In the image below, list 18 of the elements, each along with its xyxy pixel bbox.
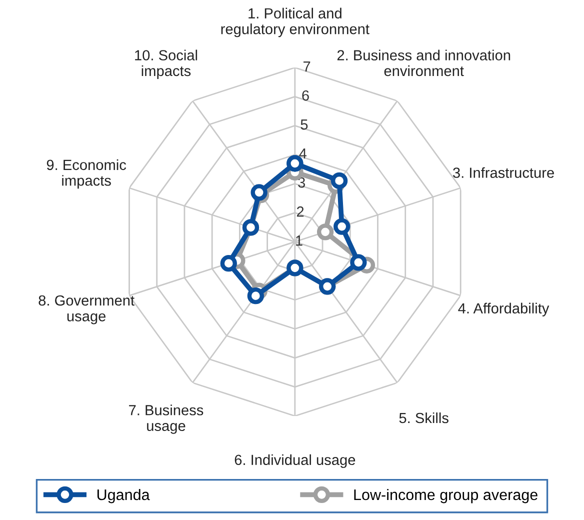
y-tick-label: 7 <box>304 62 310 72</box>
spoke-label: 2. Business and innovation environment <box>337 50 510 76</box>
y-tick-label: 4 <box>299 148 307 159</box>
y-tick-label: 1 <box>296 236 302 246</box>
spoke-label: 5. Skills <box>399 412 448 424</box>
spoke-label: 9. Economic impacts <box>46 159 126 189</box>
spoke-label: 10. Social impacts <box>135 50 198 79</box>
spoke-label: 1. Political and regulatory environment <box>221 8 370 38</box>
y-tick-label: 6 <box>302 90 309 101</box>
y-tick-label: 5 <box>300 120 308 130</box>
spoke-label: 3. Infrastructure <box>453 167 554 178</box>
spoke-label: 8. Government usage <box>38 295 134 324</box>
spoke-label: 4. Affordability <box>458 302 550 316</box>
legend-label: Uganda <box>97 488 150 504</box>
spoke-label: 6. Individual usage <box>234 454 356 468</box>
legend-label: Low-income group average <box>354 488 538 504</box>
spoke-label: 7. Business usage <box>129 404 204 434</box>
y-tick-label: 2 <box>296 206 304 217</box>
